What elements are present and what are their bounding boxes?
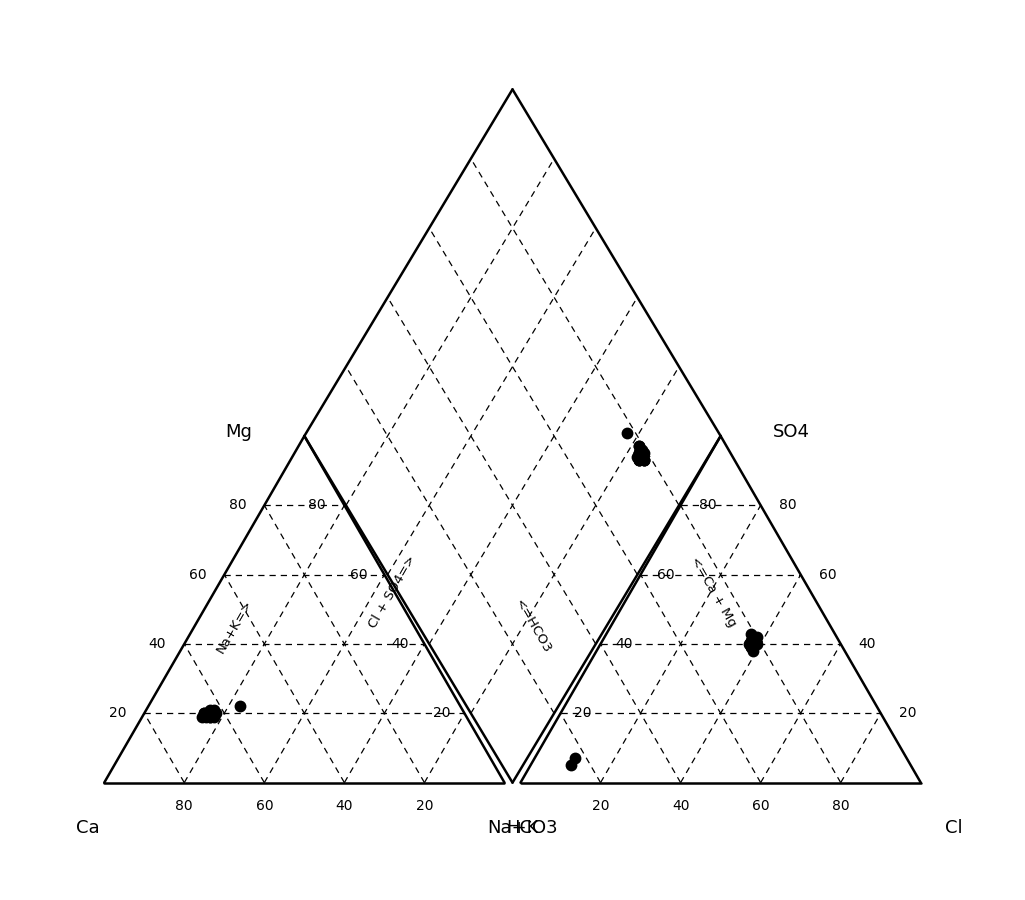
Text: 40: 40 xyxy=(671,798,690,813)
Text: HCO3: HCO3 xyxy=(506,819,559,837)
Text: 20: 20 xyxy=(899,706,916,720)
Text: <=Ca + Mg: <=Ca + Mg xyxy=(688,554,738,629)
Text: Na+K=>: Na+K=> xyxy=(214,598,255,656)
Text: Cl: Cl xyxy=(945,819,962,837)
Text: Na+K: Na+K xyxy=(487,819,538,837)
Text: 20: 20 xyxy=(416,798,434,813)
Text: 60: 60 xyxy=(752,798,770,813)
Text: 60: 60 xyxy=(189,568,206,581)
Text: 20: 20 xyxy=(434,706,451,720)
Text: 20: 20 xyxy=(109,706,126,720)
Text: 20: 20 xyxy=(591,798,609,813)
Text: 80: 80 xyxy=(309,499,326,512)
Text: 80: 80 xyxy=(699,499,716,512)
Text: 80: 80 xyxy=(832,798,850,813)
Text: 80: 80 xyxy=(175,798,193,813)
Text: 60: 60 xyxy=(657,568,675,581)
Text: Mg: Mg xyxy=(226,423,252,441)
Text: 60: 60 xyxy=(819,568,836,581)
Text: <=HCO3: <=HCO3 xyxy=(511,598,552,656)
Text: 40: 40 xyxy=(616,637,633,651)
Text: 60: 60 xyxy=(350,568,368,581)
Text: 20: 20 xyxy=(574,706,591,720)
Text: 40: 40 xyxy=(335,798,354,813)
Text: Cl + SO4=>: Cl + SO4=> xyxy=(367,554,419,631)
Text: SO4: SO4 xyxy=(773,423,810,441)
Text: 40: 40 xyxy=(859,637,876,651)
Text: 80: 80 xyxy=(229,499,246,512)
Text: Ca: Ca xyxy=(77,819,100,837)
Text: 40: 40 xyxy=(392,637,409,651)
Text: 80: 80 xyxy=(779,499,796,512)
Text: 40: 40 xyxy=(149,637,166,651)
Text: 60: 60 xyxy=(255,798,273,813)
